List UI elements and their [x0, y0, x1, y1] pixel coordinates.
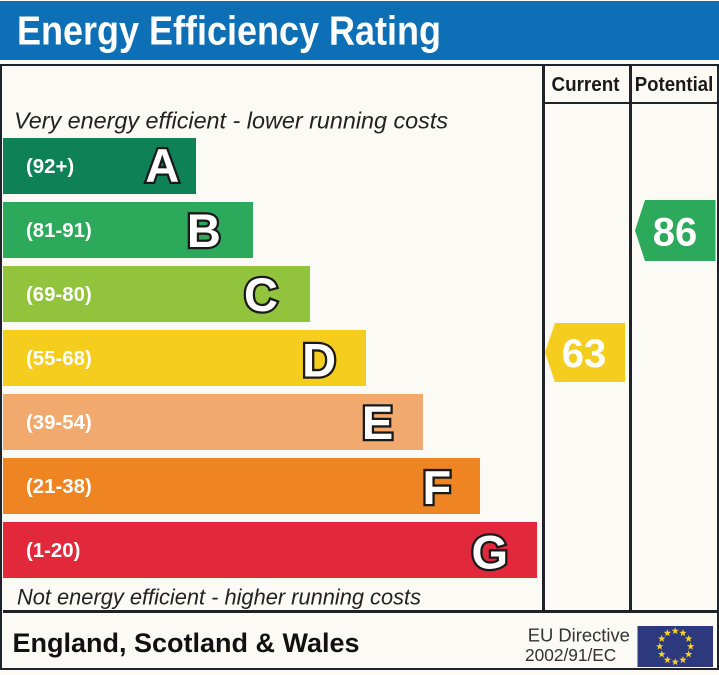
svg-text:Current: Current — [552, 74, 620, 96]
svg-text:EU Directive: EU Directive — [528, 625, 630, 646]
svg-text:D: D — [302, 334, 336, 387]
svg-text:England, Scotland & Wales: England, Scotland & Wales — [13, 628, 360, 658]
svg-text:(1-20): (1-20) — [26, 540, 80, 562]
svg-text:Energy Efficiency Rating: Energy Efficiency Rating — [17, 8, 441, 54]
svg-text:B: B — [187, 204, 221, 257]
svg-text:2002/91/EC: 2002/91/EC — [525, 645, 616, 665]
svg-text:E: E — [362, 396, 393, 449]
svg-text:(92+): (92+) — [26, 156, 74, 178]
svg-text:86: 86 — [653, 210, 698, 254]
svg-text:(55-68): (55-68) — [26, 348, 92, 370]
svg-text:63: 63 — [562, 332, 607, 376]
svg-text:A: A — [145, 139, 179, 192]
svg-text:Very energy efficient - lower: Very energy efficient - lower running co… — [14, 108, 448, 134]
svg-text:Potential: Potential — [635, 74, 714, 96]
svg-text:(81-91): (81-91) — [26, 220, 92, 242]
svg-text:Not energy efficient - higher: Not energy efficient - higher running co… — [17, 585, 421, 610]
svg-text:G: G — [471, 526, 508, 579]
svg-text:(39-54): (39-54) — [26, 412, 92, 434]
svg-text:C: C — [244, 268, 278, 321]
svg-text:(69-80): (69-80) — [26, 284, 92, 306]
svg-text:F: F — [423, 461, 452, 514]
svg-text:(21-38): (21-38) — [26, 476, 92, 498]
